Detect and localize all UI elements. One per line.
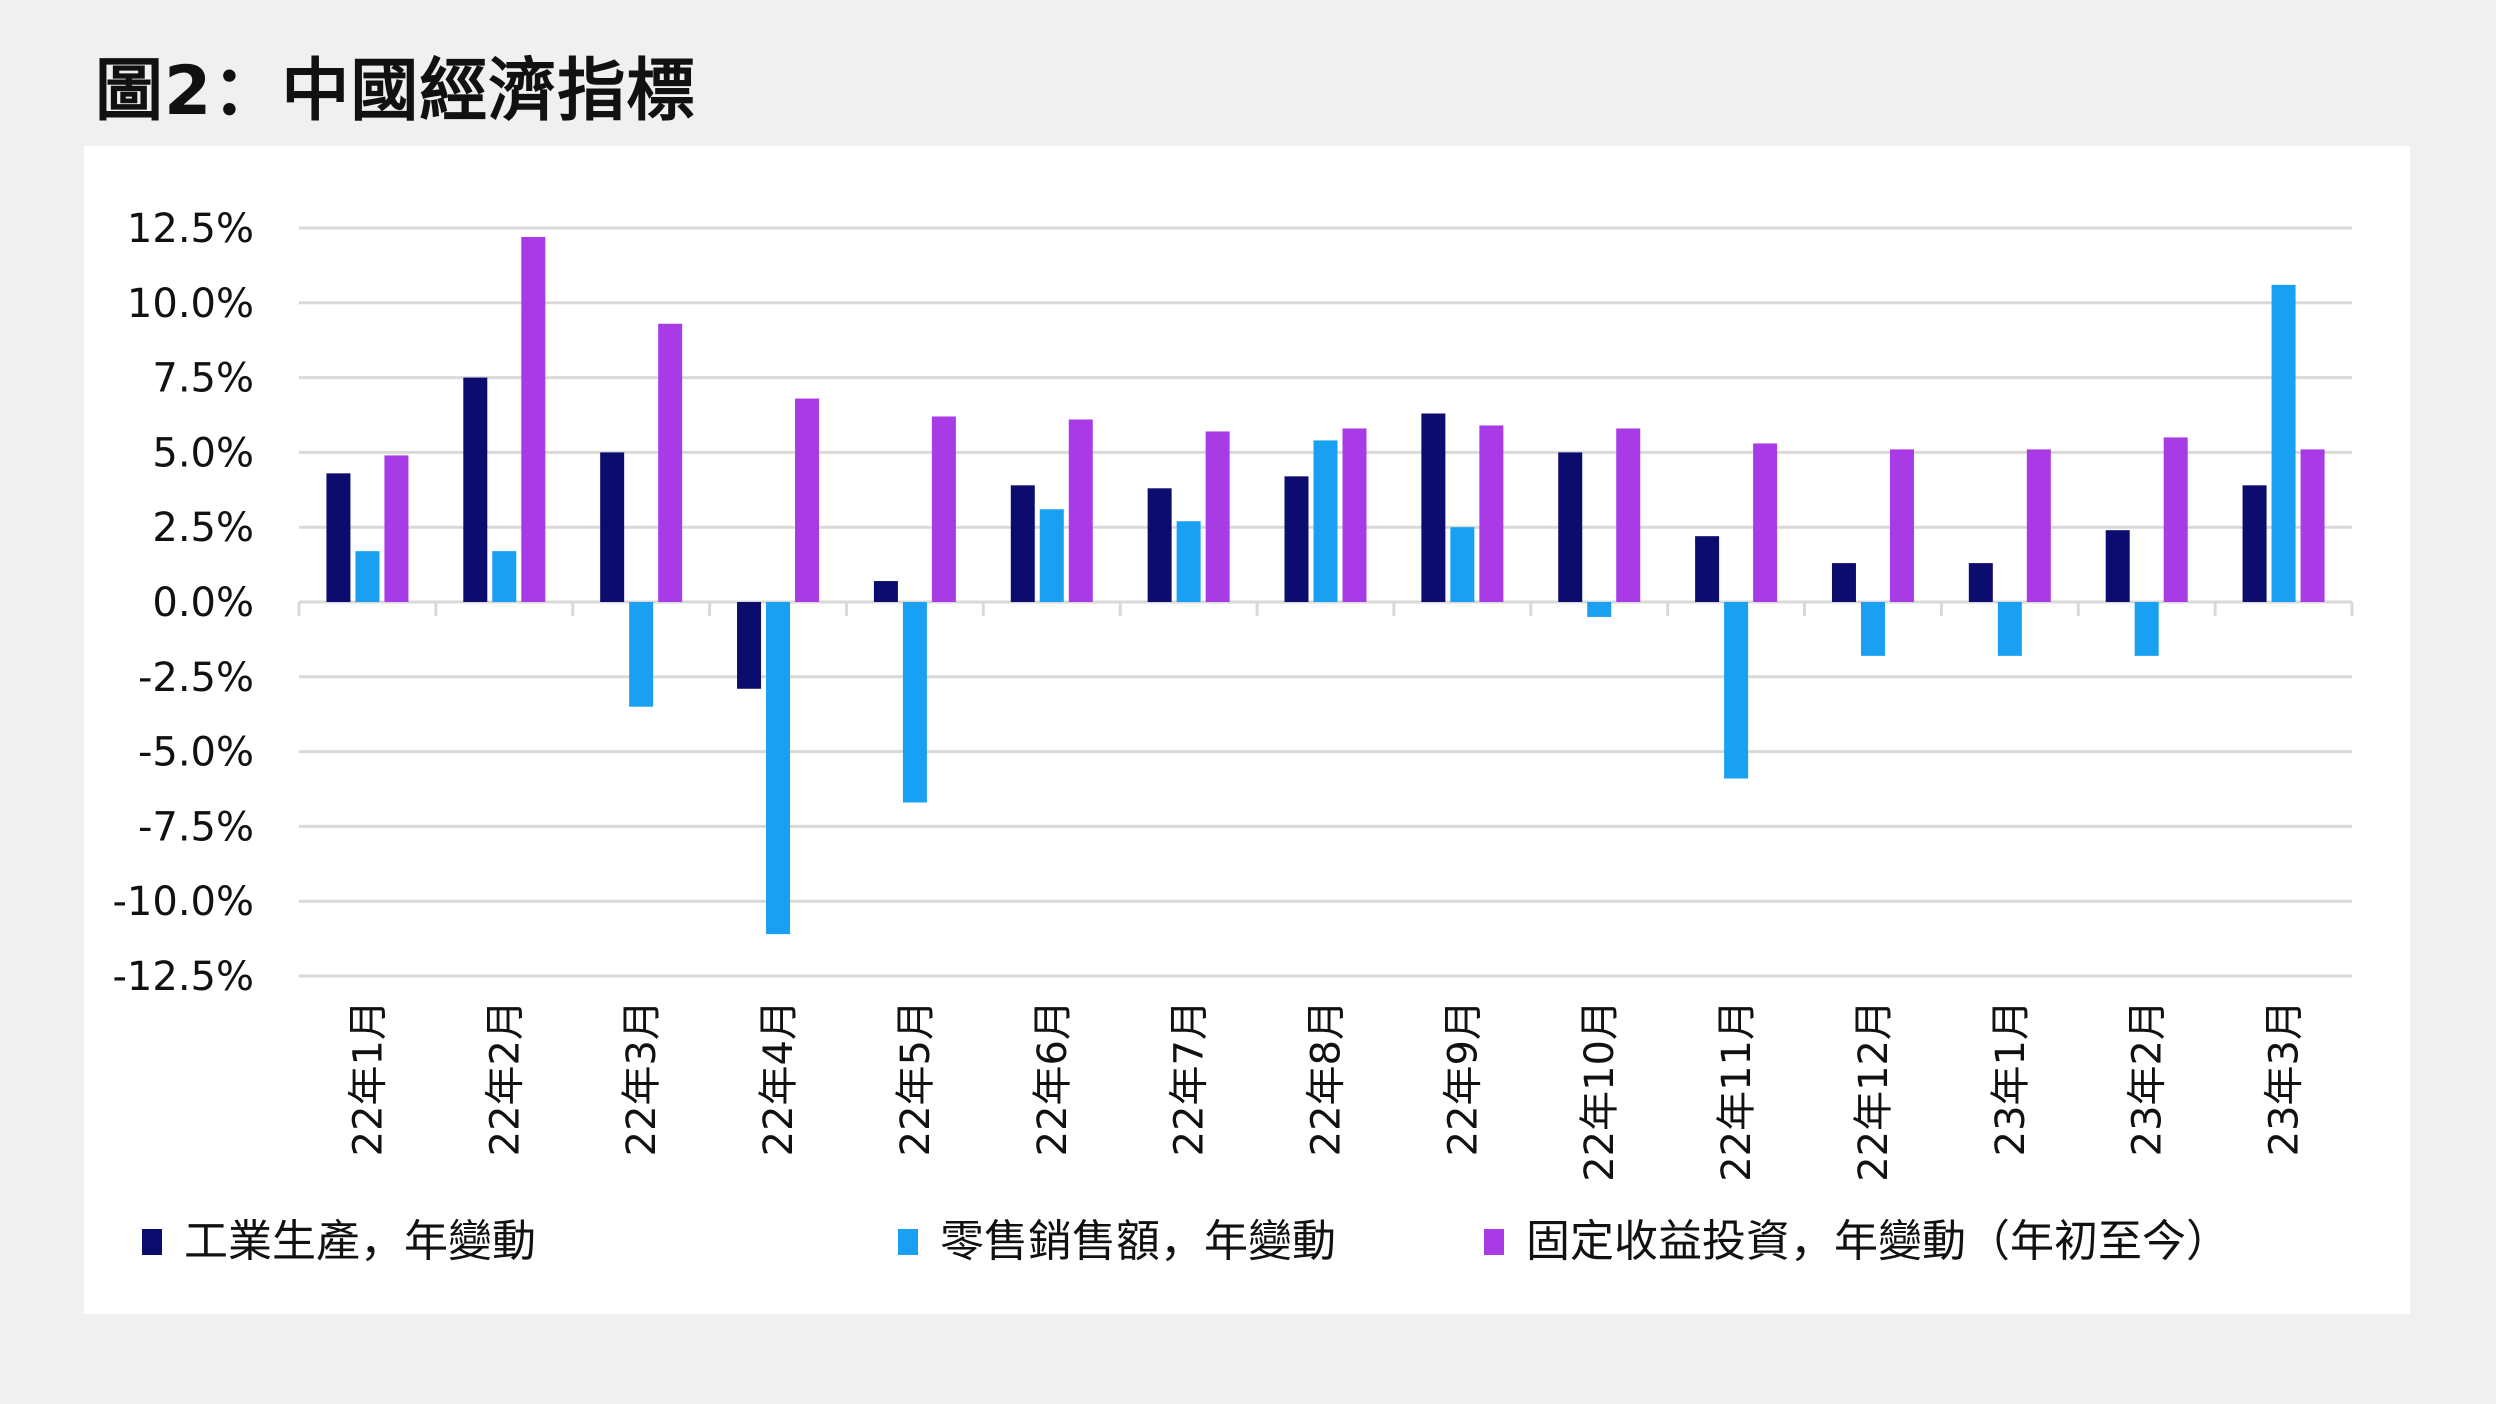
x-tick-label: 22年8月 [1304, 1000, 1350, 1156]
bar-retail-9 [1450, 527, 1475, 602]
x-tick-label: 22年2月 [482, 1000, 528, 1156]
bar-industrial-13 [1968, 563, 1993, 602]
bar-industrial-12 [1831, 563, 1856, 602]
legend: 工業生產，年變動 零售銷售額，年變動 固定收益投資，年變動（年初至今） [142, 1216, 2230, 1267]
bar-retail-10 [1587, 602, 1612, 617]
bar-investment-6 [1068, 419, 1093, 602]
bar-investment-5 [931, 416, 956, 602]
bar-investment-7 [1205, 431, 1230, 602]
bar-industrial-7 [1147, 488, 1172, 602]
bars [326, 236, 2325, 935]
y-tick-label: -12.5% [112, 954, 254, 1000]
bar-investment-10 [1616, 428, 1641, 602]
x-axis-tick-marks [297, 602, 2354, 616]
x-tick-label: 22年6月 [1030, 1000, 1076, 1156]
bar-retail-11 [1724, 602, 1749, 779]
x-tick-label: 23年3月 [2262, 1000, 2308, 1156]
bar-investment-14 [2163, 437, 2188, 602]
legend-swatch-investment [1484, 1229, 1504, 1255]
bar-industrial-9 [1421, 413, 1446, 602]
y-tick-label: -7.5% [138, 804, 254, 850]
x-tick-label: 22年7月 [1167, 1000, 1213, 1156]
x-tick-label: 22年11月 [1714, 1000, 1760, 1182]
chart-card: 12.5% 10.0% 7.5% 5.0% 2.5% 0.0% -2.5% -5.0% -7.5… [84, 146, 2410, 1314]
x-axis-tick-labels: 22年1月 22年2月 22年3月 22年4月 22年5月 22年6月 22年7月 22年8月… [345, 1000, 2307, 1182]
bar-industrial-6 [1010, 485, 1035, 602]
x-tick-label: 22年10月 [1577, 1000, 1623, 1182]
bar-industrial-8 [1284, 476, 1309, 602]
bar-retail-12 [1860, 602, 1885, 656]
bar-retail-5 [902, 602, 927, 803]
bar-retail-6 [1039, 509, 1064, 602]
y-tick-label: 7.5% [152, 356, 254, 402]
y-tick-label: 2.5% [152, 505, 254, 551]
bar-industrial-15 [2242, 485, 2267, 602]
y-tick-label: -10.0% [112, 879, 254, 925]
bar-investment-1 [384, 455, 409, 602]
y-tick-label: 10.0% [127, 281, 254, 327]
bar-industrial-1 [326, 473, 351, 602]
legend-swatch-retail [898, 1229, 918, 1255]
bar-chart: 12.5% 10.0% 7.5% 5.0% 2.5% 0.0% -2.5% -5.0% -7.5… [112, 206, 2354, 1267]
bar-retail-8 [1313, 440, 1338, 602]
bar-investment-12 [1889, 449, 1914, 602]
legend-swatch-industrial [142, 1229, 162, 1255]
bar-industrial-4 [737, 602, 762, 689]
x-tick-label: 22年3月 [619, 1000, 665, 1156]
bar-retail-15 [2271, 284, 2296, 602]
bar-industrial-3 [600, 452, 625, 602]
bar-industrial-2 [463, 377, 488, 602]
x-tick-label: 22年12月 [1851, 1000, 1897, 1182]
page-title: 圖2：中國經濟指標 [95, 52, 696, 131]
y-tick-label: -5.0% [138, 730, 254, 776]
y-tick-label: 0.0% [152, 580, 254, 626]
legend-label-investment: 固定收益投資，年變動（年初至今） [1526, 1216, 2230, 1267]
bar-retail-7 [1176, 521, 1201, 602]
bar-investment-4 [795, 398, 820, 602]
bar-industrial-14 [2105, 530, 2130, 602]
x-tick-label: 22年1月 [345, 1000, 391, 1156]
x-tick-label: 22年4月 [756, 1000, 802, 1156]
bar-retail-3 [629, 602, 654, 707]
bar-investment-13 [2026, 449, 2051, 602]
bar-investment-8 [1342, 428, 1367, 602]
bar-retail-4 [766, 602, 791, 935]
bar-industrial-10 [1558, 452, 1583, 602]
y-tick-label: 12.5% [127, 206, 254, 252]
bar-retail-2 [492, 551, 517, 602]
bar-investment-2 [521, 236, 546, 602]
y-tick-label: 5.0% [152, 430, 254, 476]
bar-retail-1 [355, 551, 380, 602]
legend-label-retail: 零售銷售額，年變動 [940, 1216, 1336, 1267]
bar-retail-13 [1997, 602, 2022, 656]
x-tick-label: 23年2月 [2125, 1000, 2171, 1156]
bar-investment-11 [1753, 443, 1778, 602]
bar-investment-9 [1479, 425, 1504, 602]
bar-investment-3 [658, 323, 683, 602]
y-axis-tick-labels: 12.5% 10.0% 7.5% 5.0% 2.5% 0.0% -2.5% -5.0% -7.5… [112, 206, 254, 1000]
x-tick-label: 23年1月 [1988, 1000, 2034, 1156]
y-tick-label: -2.5% [138, 655, 254, 701]
bar-investment-15 [2300, 449, 2325, 602]
bar-industrial-11 [1695, 536, 1720, 602]
x-tick-label: 22年5月 [893, 1000, 939, 1156]
bar-retail-14 [2134, 602, 2159, 656]
x-tick-label: 22年9月 [1440, 1000, 1486, 1156]
legend-label-industrial: 工業生產，年變動 [184, 1216, 536, 1267]
bar-industrial-5 [873, 581, 898, 602]
